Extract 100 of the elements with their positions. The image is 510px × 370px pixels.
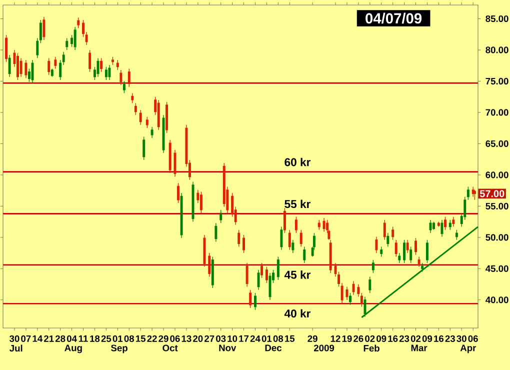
candlestick [386, 232, 390, 248]
candlestick [162, 114, 165, 154]
x-tick-label: 25 [101, 335, 112, 342]
candlestick [392, 226, 394, 240]
candlestick [5, 34, 8, 62]
x-tick-label: 19 [342, 335, 352, 342]
candlestick [242, 234, 246, 254]
x2-tick-label: Feb [364, 344, 380, 352]
candlestick [108, 64, 111, 80]
candlestick [177, 182, 180, 204]
x-tick-label: 10 [228, 335, 238, 342]
candlestick [410, 246, 412, 264]
ref-line-label: 60 kr [284, 158, 311, 166]
y-tick-label: 65.00 [486, 140, 508, 147]
candlestick [150, 126, 154, 138]
candlestick [406, 240, 409, 254]
candlestick [48, 58, 50, 76]
x-tick-label: 02 [365, 335, 375, 342]
x-tick-label: 13 [182, 335, 192, 342]
candlestick [24, 60, 28, 78]
x-tick-label: 21 [44, 335, 54, 342]
candlestick [403, 240, 406, 264]
y-tick-label: 80.00 [486, 46, 508, 54]
y-tick-label: 70.00 [486, 109, 508, 116]
x-tick-label: 08 [124, 335, 134, 342]
x-tick-label: 22 [147, 335, 157, 342]
x-tick-label: 16 [388, 335, 398, 342]
annotation: 04/07/09 [366, 12, 422, 24]
candlestick [16, 52, 19, 80]
candlestick [257, 270, 260, 290]
candlestick [166, 101, 168, 134]
x-tick-label: 12 [330, 335, 340, 342]
candlestick [157, 100, 160, 130]
candlestick [368, 276, 372, 294]
candlestick [432, 221, 436, 230]
candlestick [346, 286, 348, 300]
y-tick-label: 85.00 [486, 15, 508, 22]
candlestick [104, 66, 108, 80]
x-tick-label: 01 [112, 335, 123, 342]
candlestick [444, 216, 446, 230]
candlestick [134, 102, 137, 116]
candlestick [322, 218, 326, 232]
x-tick-label: 07 [21, 335, 31, 342]
x-tick-label: 30 [456, 335, 466, 342]
x-tick-label: 01 [262, 335, 272, 342]
candlestick [249, 290, 252, 308]
x-tick-label: 17 [239, 335, 249, 342]
candlestick [260, 262, 264, 278]
candlestick [8, 54, 11, 78]
x-tick-label: 29 [308, 335, 318, 342]
x-tick-label: 15 [136, 335, 146, 342]
x2-tick-label: 2009 [314, 344, 334, 352]
candlestick [283, 208, 286, 234]
x-tick-label: 18 [90, 335, 100, 342]
candlestick [375, 236, 378, 254]
candlestick [352, 280, 355, 296]
candlestick [394, 240, 398, 258]
x-tick-label: 09 [376, 335, 386, 342]
candlestick [122, 80, 126, 94]
y-tick-label: 55.00 [486, 202, 508, 210]
ref-line-label: 40 kr [284, 309, 311, 318]
y-tick-label: 40.00 [486, 296, 508, 304]
x-tick-label: 23 [399, 335, 410, 342]
candlestick [466, 186, 470, 200]
candlestick [208, 252, 211, 278]
x-tick-label: 28 [55, 335, 66, 342]
candlestick [429, 220, 432, 234]
x-tick-label: 15 [285, 335, 295, 342]
x2-tick-label: Sep [111, 344, 128, 354]
candlestick [74, 26, 76, 50]
candlestick [349, 292, 352, 306]
x-tick-label: 27 [204, 335, 214, 342]
x-tick-label: 09 [422, 335, 432, 342]
x-tick-label: 06 [170, 335, 180, 342]
candlestick [372, 260, 374, 274]
candlestick [414, 238, 417, 256]
candlestick [200, 191, 202, 214]
candlestick [88, 50, 92, 72]
x-tick-label: 11 [78, 335, 88, 342]
candlestick [220, 210, 222, 224]
candlestick [128, 68, 130, 88]
x2-tick-label: Oct [162, 344, 178, 352]
candlestick [238, 230, 240, 248]
x2-tick-label: Apr [460, 344, 476, 354]
candlestick [329, 240, 332, 274]
candlestick [77, 17, 80, 28]
candlestick [437, 221, 440, 228]
candlestick [36, 38, 39, 58]
candlestick [62, 52, 65, 66]
candlestick [303, 246, 306, 264]
x-tick-label: 20 [193, 335, 203, 342]
candlestick [214, 222, 218, 242]
x-tick-label: 16 [434, 335, 444, 342]
candlestick [142, 136, 146, 160]
candlestick [440, 220, 444, 238]
x-tick-label: 02 [410, 335, 421, 342]
y-tick-label: 50.00 [486, 234, 508, 241]
x2-tick-label: Mar [411, 344, 428, 352]
x2-tick-label: Dec [265, 344, 282, 352]
candlestick [100, 58, 103, 72]
